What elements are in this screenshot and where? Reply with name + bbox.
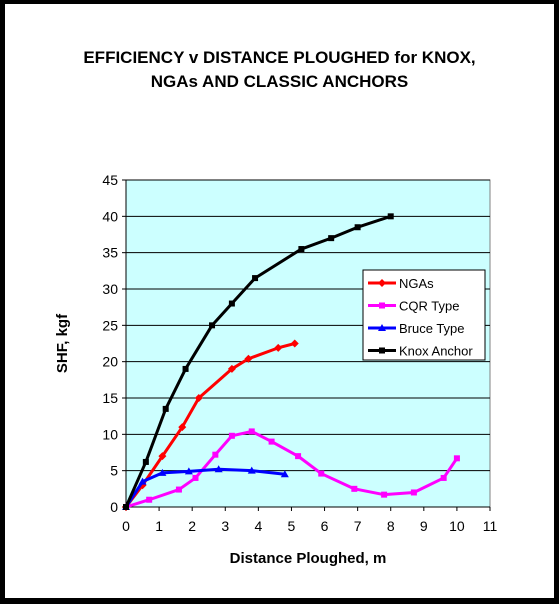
data-point-cqr-type [351,485,358,492]
data-point-cqr-type [212,451,219,458]
y-tick-label-0: 0 [110,499,118,515]
data-point-bruce-type [158,468,167,476]
data-point-ngas [274,343,283,352]
legend: NGAs CQR Type Bruce Type Knox Anchor [362,269,486,361]
data-point-cqr-type [410,489,417,496]
x-tick-label-10: 10 [449,518,465,534]
data-point-cqr-type [248,428,255,435]
data-point-cqr-type [175,486,182,493]
legend-marker-ngas [378,279,386,287]
x-tick-label-1: 1 [155,518,163,534]
data-point-ngas [194,394,203,402]
data-point-knox-anchor [162,405,169,412]
y-tick-label-5: 5 [110,463,118,479]
data-point-ngas [290,339,299,348]
x-tick-label-3: 3 [221,518,229,534]
data-point-bruce-type [247,466,256,474]
data-point-cqr-type [295,453,302,460]
series-knox-anchor [123,213,394,510]
data-point-knox-anchor [387,213,394,220]
chart-title-line-1: EFFICIENCY v DISTANCE PLOUGHED for KNOX, [83,48,476,67]
x-tick-label-7: 7 [354,518,362,534]
y-axis-label: SHF, kgf [54,313,71,373]
y-tick-labels: 0 5 10 15 20 25 30 35 40 45 [102,172,118,515]
data-point-cqr-type [228,432,235,439]
data-point-knox-anchor [298,246,305,253]
data-point-knox-anchor [182,365,189,372]
data-point-cqr-type [440,474,447,481]
y-tick-label-10: 10 [102,426,118,442]
y-tick-label-30: 30 [102,281,118,297]
y-tick-label-15: 15 [102,390,118,406]
x-tick-label-8: 8 [387,518,395,534]
data-point-knox-anchor [209,322,216,329]
y-tick-label-35: 35 [102,245,118,261]
data-point-ngas [158,452,167,461]
data-point-knox-anchor [228,300,235,307]
series-layer [122,213,460,511]
data-point-knox-anchor [252,275,259,282]
legend-marker-bruce-type [378,324,386,331]
data-point-bruce-type [138,477,147,485]
x-tick-label-2: 2 [188,518,196,534]
data-point-cqr-type [318,470,325,477]
x-tick-labels: 0 1 2 3 4 5 6 7 8 9 10 11 [122,518,497,534]
data-point-cqr-type [453,455,460,462]
x-tick-label-6: 6 [321,518,329,534]
legend-label-bruce-type: Bruce Type [399,321,465,336]
y-tick-label-25: 25 [102,317,118,333]
x-tick-label-4: 4 [254,518,262,534]
legend-label-ngas: NGAs [399,276,434,291]
data-point-knox-anchor [123,504,129,510]
data-point-ngas [227,364,236,373]
data-point-cqr-type [268,438,275,445]
y-tick-label-20: 20 [102,354,118,370]
data-point-knox-anchor [354,224,361,231]
data-point-knox-anchor [328,235,335,242]
y-tick-label-40: 40 [102,208,118,224]
legend-marker-knox-anchor [379,347,385,354]
data-point-bruce-type [280,470,289,478]
x-tick-label-0: 0 [122,518,130,534]
data-point-ngas [244,354,253,363]
x-tick-label-11: 11 [483,518,498,534]
x-axis-label: Distance Ploughed, m [230,550,387,567]
legend-label-knox-anchor: Knox Anchor [399,344,473,359]
data-point-ngas [178,423,187,432]
data-point-cqr-type [381,491,388,498]
data-point-knox-anchor [142,458,149,465]
data-point-bruce-type [214,465,223,473]
data-point-cqr-type [192,474,199,481]
legend-label-cqr-type: CQR Type [399,299,459,314]
x-tick-label-5: 5 [288,518,296,534]
x-tick-label-9: 9 [420,518,428,534]
legend-marker-cqr-type [379,302,385,309]
chart-title-line-2: NGAs AND CLASSIC ANCHORS [150,72,409,91]
chart-title: EFFICIENCY v DISTANCE PLOUGHED for KNOX,… [0,46,559,94]
y-tick-label-45: 45 [102,172,118,188]
data-point-cqr-type [146,496,153,503]
data-point-bruce-type [184,467,193,475]
